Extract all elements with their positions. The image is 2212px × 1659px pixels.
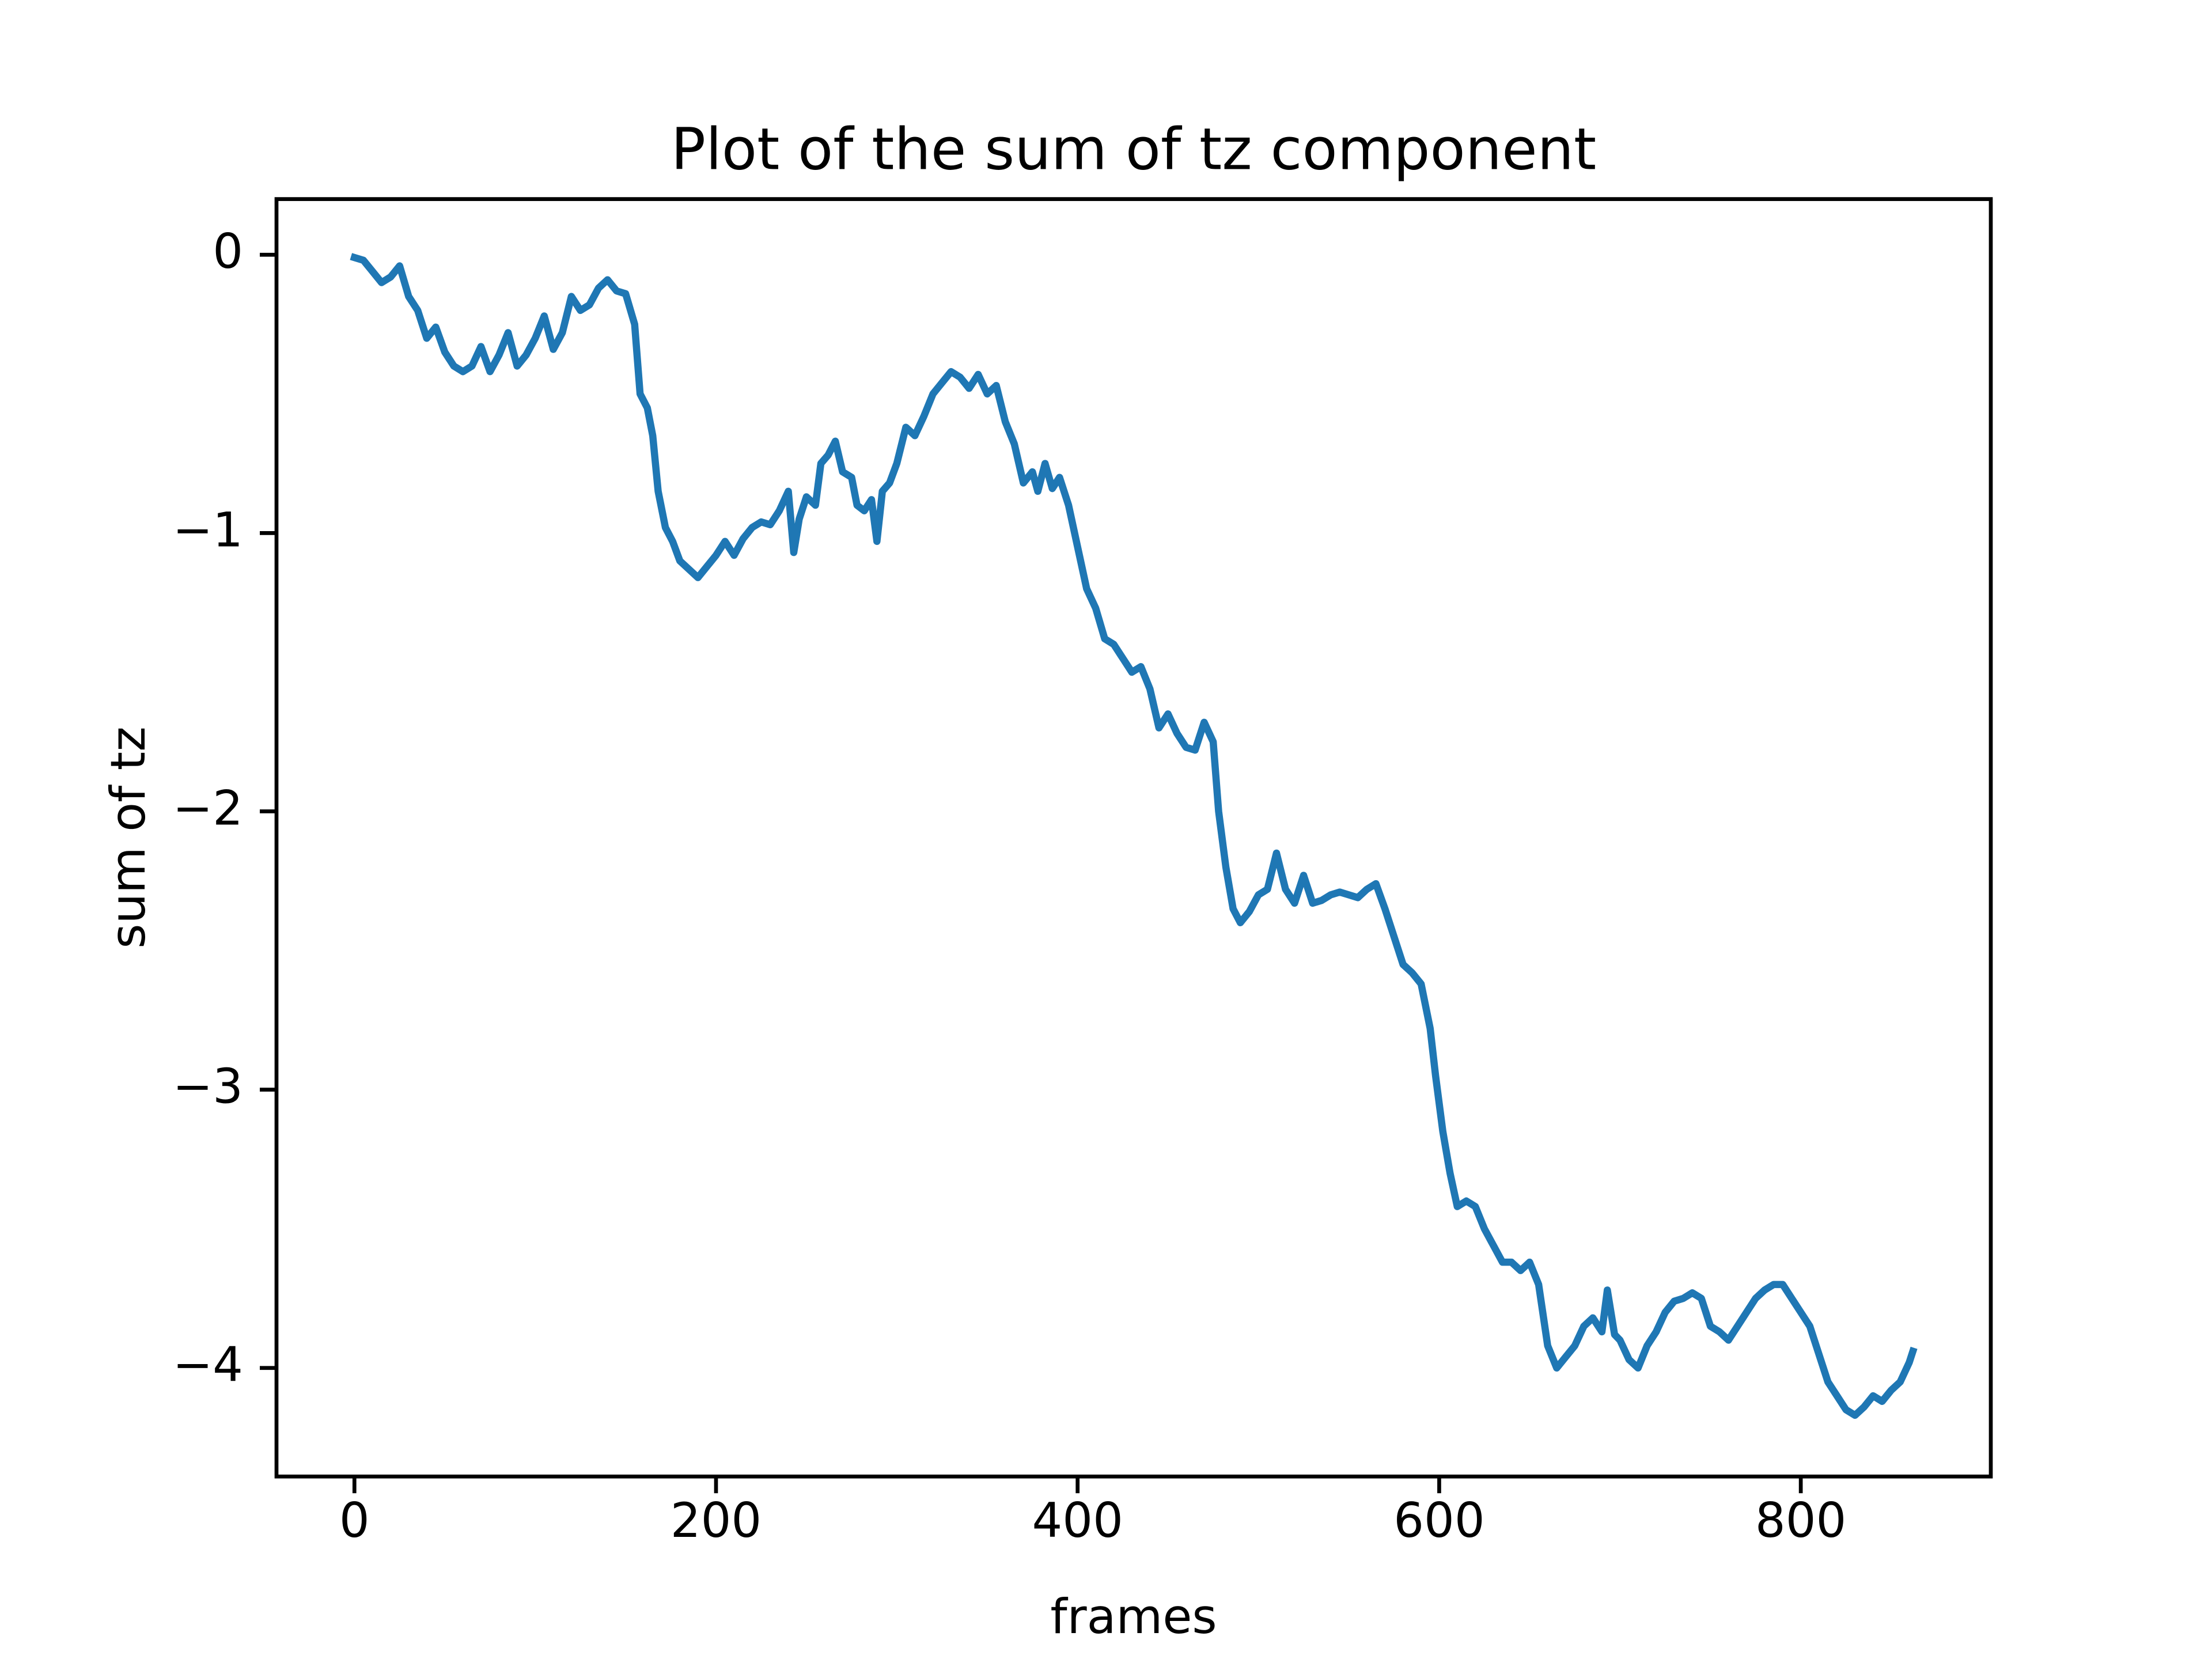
y-tick-label: −2 [173, 780, 243, 836]
y-tick-label: 0 [213, 224, 243, 279]
x-tick-label: 0 [339, 1493, 370, 1548]
x-axis-label: frames [1050, 1589, 1217, 1645]
y-axis-label: sum of tz [100, 726, 156, 949]
y-tick-label: −1 [173, 502, 243, 558]
x-tick-label: 200 [671, 1493, 762, 1548]
y-tick-label: −4 [173, 1337, 243, 1393]
x-tick-label: 800 [1755, 1493, 1846, 1548]
chart-title: Plot of the sum of tz component [671, 115, 1596, 183]
data-line [350, 253, 1918, 1419]
y-tick-label: −3 [173, 1059, 243, 1115]
axes-frame [274, 197, 1993, 1479]
x-tick-label: 600 [1393, 1493, 1484, 1548]
x-tick-label: 400 [1032, 1493, 1123, 1548]
